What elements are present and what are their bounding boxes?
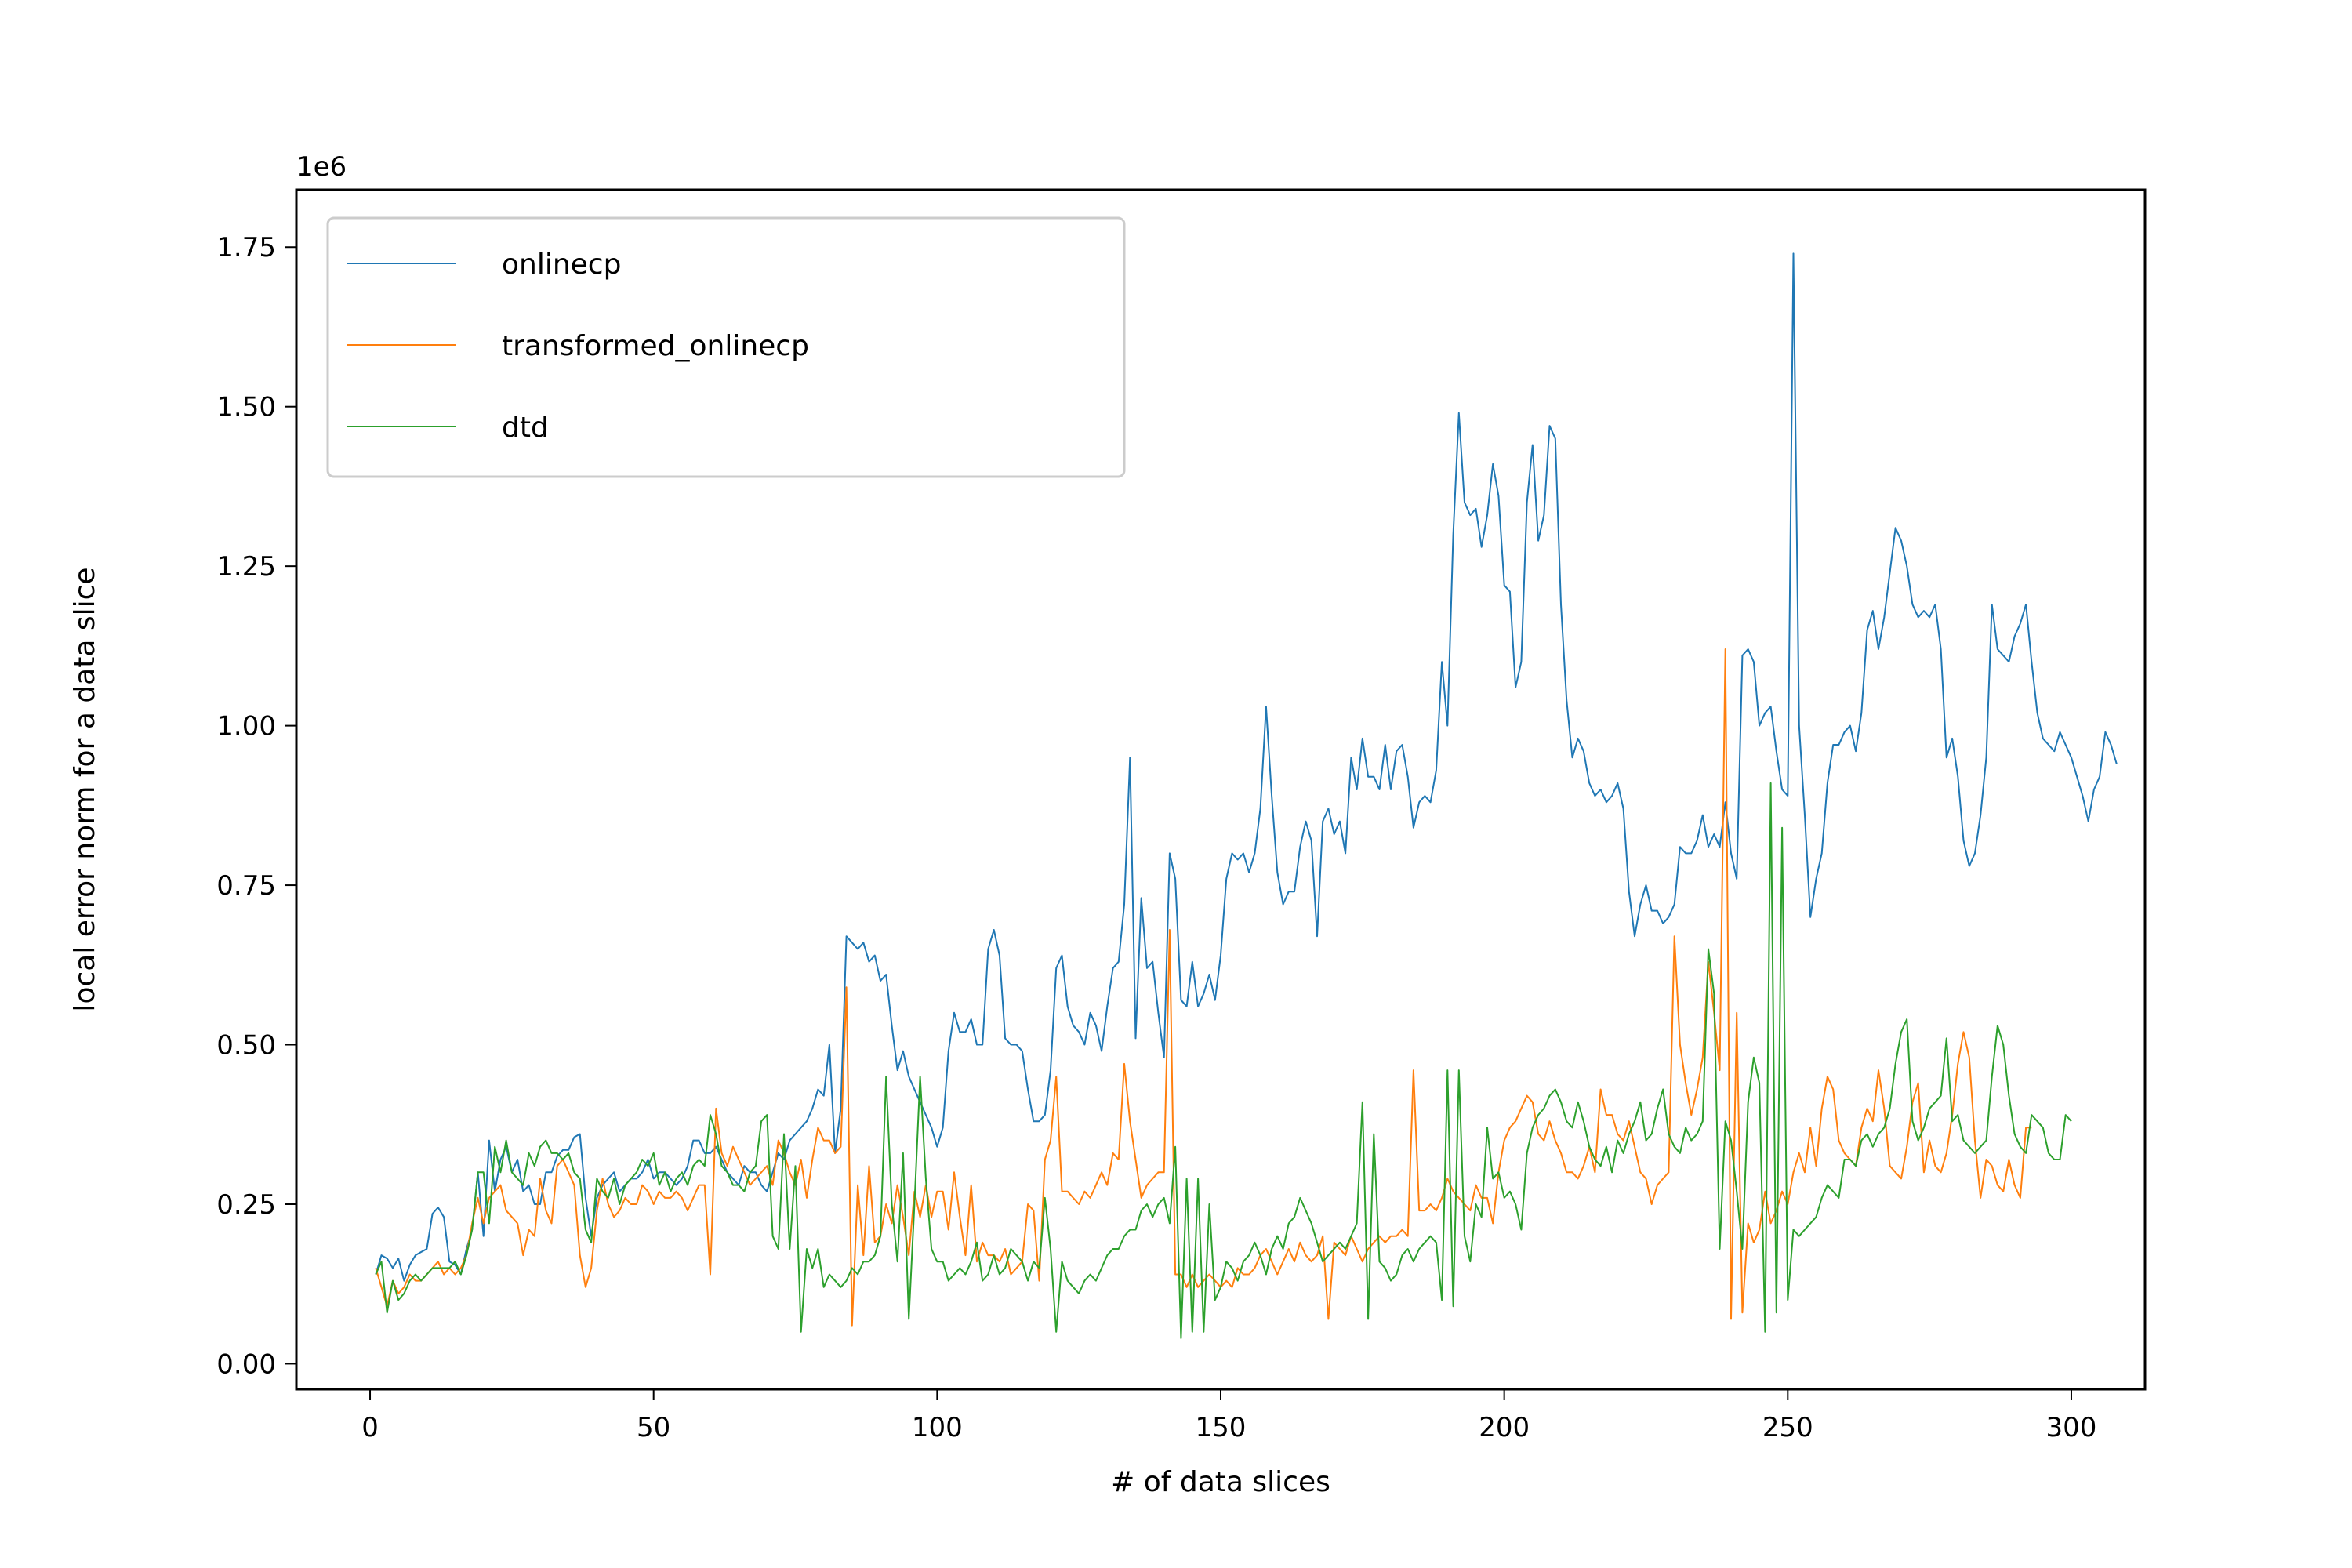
y-tick-label: 0.25 bbox=[216, 1189, 276, 1221]
legend-label-dtd: dtd bbox=[502, 412, 549, 444]
y-tick-label: 0.75 bbox=[216, 870, 276, 902]
x-tick-label: 0 bbox=[361, 1412, 379, 1443]
y-tick-label: 1.75 bbox=[216, 232, 276, 263]
y-tick-label: 1.00 bbox=[216, 711, 276, 742]
y-offset-label: 1e6 bbox=[296, 151, 347, 183]
legend-box bbox=[326, 216, 1126, 478]
x-tick-label: 150 bbox=[1196, 1412, 1247, 1443]
x-tick-label: 250 bbox=[1762, 1412, 1813, 1443]
x-tick-label: 200 bbox=[1479, 1412, 1530, 1443]
y-tick-label: 1.50 bbox=[216, 392, 276, 423]
legend-label-onlinecp: onlinecp bbox=[502, 249, 621, 281]
y-axis-label: local error norm for a data slice bbox=[69, 567, 101, 1011]
series-line-dtd bbox=[375, 782, 2072, 1339]
x-tick-label: 100 bbox=[912, 1412, 963, 1443]
x-tick-label: 50 bbox=[637, 1412, 670, 1443]
y-tick-label: 0.50 bbox=[216, 1030, 276, 1062]
y-tick-label: 0.00 bbox=[216, 1348, 276, 1380]
x-tick-label: 300 bbox=[2046, 1412, 2097, 1443]
series-layer bbox=[375, 252, 2118, 1339]
ticks-layer: 0 50 100 150 200 250 300 0.00 0.25 0.50 0.75 1.00 1.… bbox=[216, 232, 2096, 1443]
series-line-transformed_onlinecp bbox=[375, 648, 2032, 1327]
y-tick-label: 1.25 bbox=[216, 551, 276, 583]
x-axis-label: # of data slices bbox=[1111, 1466, 1330, 1498]
legend-label-transformed_onlinecp: transformed_onlinecp bbox=[502, 330, 809, 362]
